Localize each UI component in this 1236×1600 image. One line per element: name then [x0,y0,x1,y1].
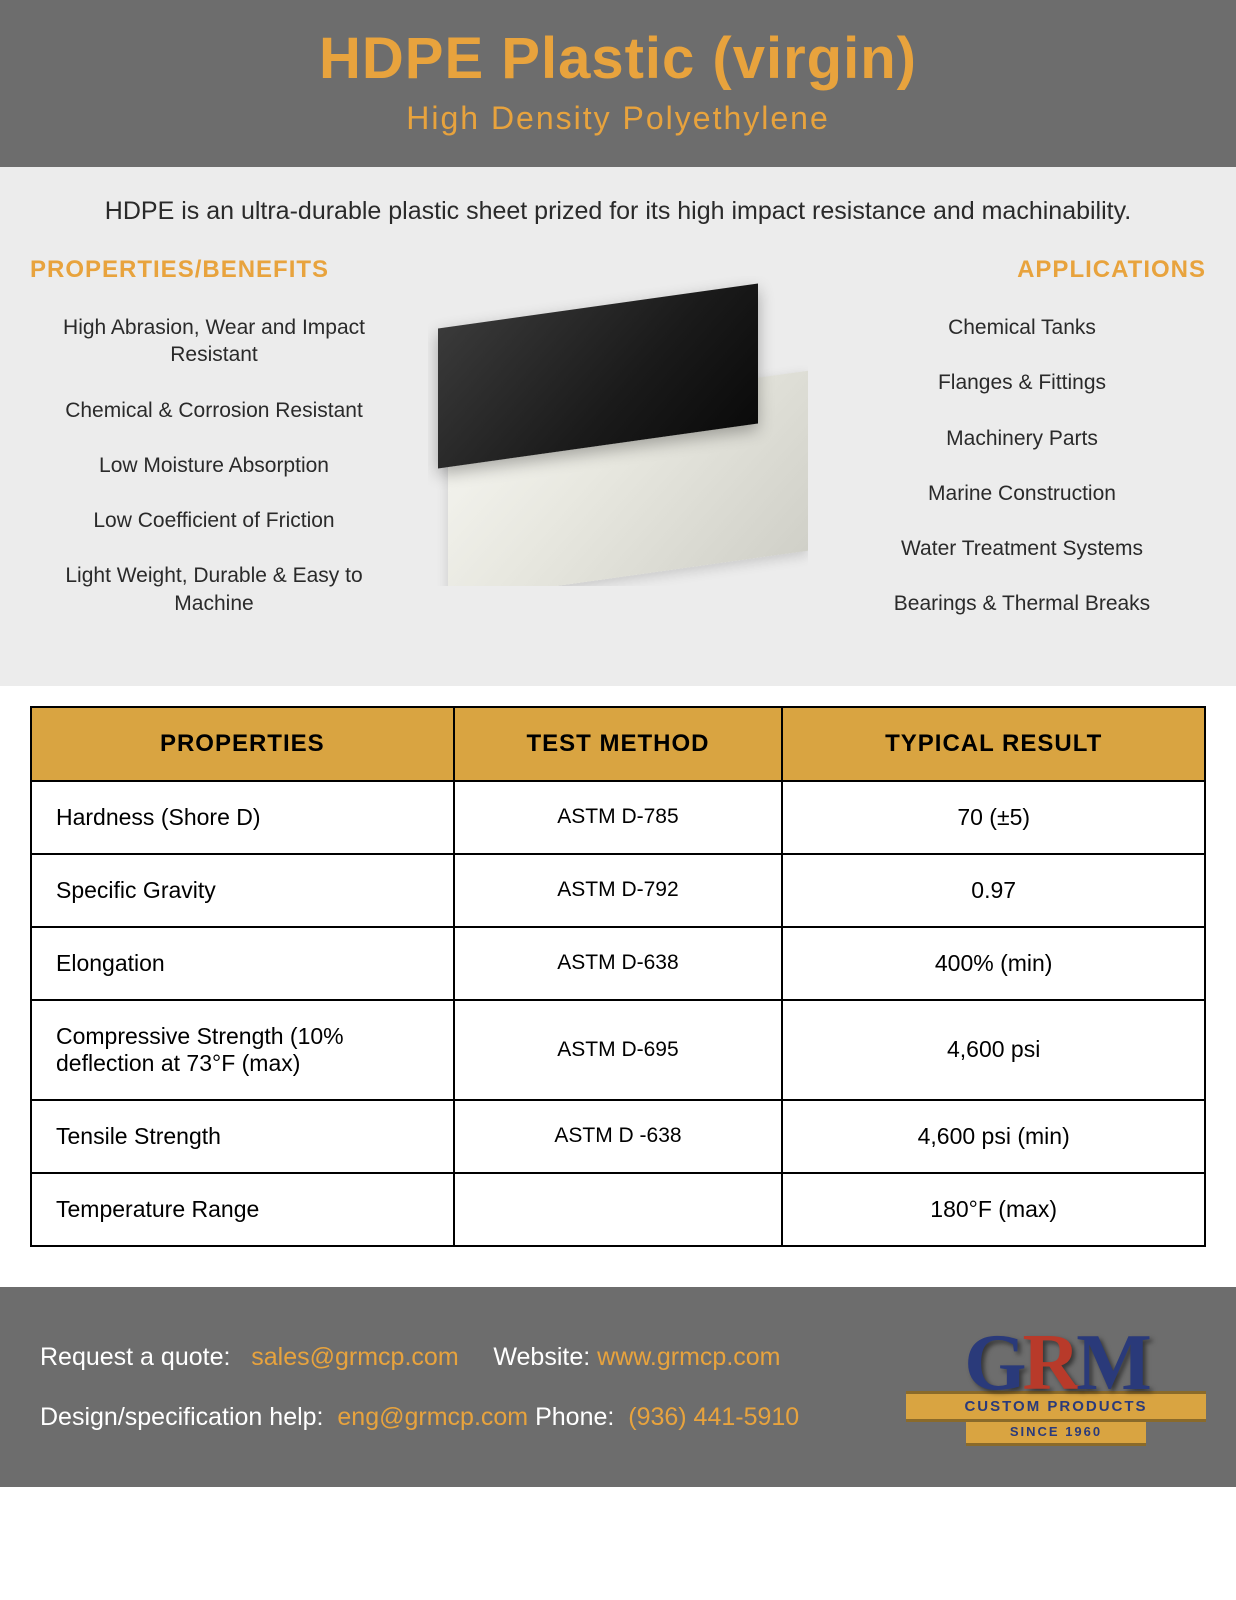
cell: ASTM D-638 [454,927,783,1000]
cell: ASTM D -638 [454,1100,783,1173]
th-result: TYPICAL RESULT [782,707,1205,781]
table-section: PROPERTIES TEST METHOD TYPICAL RESULT Ha… [0,686,1236,1287]
intro-text: HDPE is an ultra-durable plastic sheet p… [30,197,1206,226]
phone-number: (936) 441-5910 [628,1403,799,1431]
cell: ASTM D-785 [454,781,783,854]
cell [454,1173,783,1246]
list-item: Chemical Tanks [838,314,1206,341]
applications-column: APPLICATIONS Chemical Tanks Flanges & Fi… [838,256,1206,646]
cell: Hardness (Shore D) [31,781,454,854]
website-url: www.grmcp.com [597,1343,780,1371]
th-properties: PROPERTIES [31,707,454,781]
list-item: High Abrasion, Wear and Impact Resistant [30,314,398,369]
page-subtitle: High Density Polyethylene [0,100,1236,137]
design-email: eng@grmcp.com [337,1403,528,1431]
footer: Request a quote: sales@grmcp.com Website… [0,1287,1236,1487]
properties-title: PROPERTIES/BENEFITS [30,256,398,284]
logo-r: R [1022,1319,1076,1407]
cell: Temperature Range [31,1173,454,1246]
design-label: Design/specification help: [40,1403,324,1431]
company-logo: GRM CUSTOM PRODUCTS SINCE 1960 [906,1327,1206,1446]
cell: 180°F (max) [782,1173,1205,1246]
list-item: Marine Construction [838,480,1206,507]
cell: ASTM D-792 [454,854,783,927]
table-body: Hardness (Shore D) ASTM D-785 70 (±5) Sp… [31,781,1205,1246]
table-row: Temperature Range 180°F (max) [31,1173,1205,1246]
list-item: Low Moisture Absorption [30,452,398,479]
footer-line-2: Design/specification help: eng@grmcp.com… [40,1387,866,1447]
quote-email: sales@grmcp.com [251,1343,458,1371]
list-item: Machinery Parts [838,425,1206,452]
list-item: Water Treatment Systems [838,535,1206,562]
cell: ASTM D-695 [454,1000,783,1100]
logo-m: M [1076,1319,1148,1407]
cell: Compressive Strength (10% deflection at … [31,1000,454,1100]
table-row: Hardness (Shore D) ASTM D-785 70 (±5) [31,781,1205,854]
list-item: Light Weight, Durable & Easy to Machine [30,562,398,617]
cell: 4,600 psi [782,1000,1205,1100]
logo-letters: GRM [906,1327,1206,1399]
cell: 4,600 psi (min) [782,1100,1205,1173]
properties-table: PROPERTIES TEST METHOD TYPICAL RESULT Ha… [30,706,1206,1247]
columns-row: PROPERTIES/BENEFITS High Abrasion, Wear … [30,256,1206,646]
quote-label: Request a quote: [40,1343,230,1371]
th-test-method: TEST METHOD [454,707,783,781]
list-item: Chemical & Corrosion Resistant [30,397,398,424]
cell: Specific Gravity [31,854,454,927]
applications-title: APPLICATIONS [838,256,1206,284]
cell: Elongation [31,927,454,1000]
product-image [428,276,808,586]
footer-line-1: Request a quote: sales@grmcp.com Website… [40,1327,866,1387]
table-row: Tensile Strength ASTM D -638 4,600 psi (… [31,1100,1205,1173]
logo-tagline-2: SINCE 1960 [966,1422,1146,1446]
table-row: Elongation ASTM D-638 400% (min) [31,927,1205,1000]
table-row: Compressive Strength (10% deflection at … [31,1000,1205,1100]
list-item: Low Coefficient of Friction [30,507,398,534]
applications-list: Chemical Tanks Flanges & Fittings Machin… [838,314,1206,618]
cell: 400% (min) [782,927,1205,1000]
table-header-row: PROPERTIES TEST METHOD TYPICAL RESULT [31,707,1205,781]
cell: Tensile Strength [31,1100,454,1173]
table-row: Specific Gravity ASTM D-792 0.97 [31,854,1205,927]
header-banner: HDPE Plastic (virgin) High Density Polye… [0,0,1236,167]
website-label: Website: [493,1343,590,1371]
phone-label: Phone: [535,1403,614,1431]
cell: 0.97 [782,854,1205,927]
list-item: Bearings & Thermal Breaks [838,590,1206,617]
properties-list: High Abrasion, Wear and Impact Resistant… [30,314,398,617]
properties-column: PROPERTIES/BENEFITS High Abrasion, Wear … [30,256,398,646]
cell: 70 (±5) [782,781,1205,854]
page-title: HDPE Plastic (virgin) [0,25,1236,92]
list-item: Flanges & Fittings [838,369,1206,396]
footer-contact: Request a quote: sales@grmcp.com Website… [40,1327,866,1447]
intro-section: HDPE is an ultra-durable plastic sheet p… [0,167,1236,686]
logo-g: G [964,1319,1022,1407]
